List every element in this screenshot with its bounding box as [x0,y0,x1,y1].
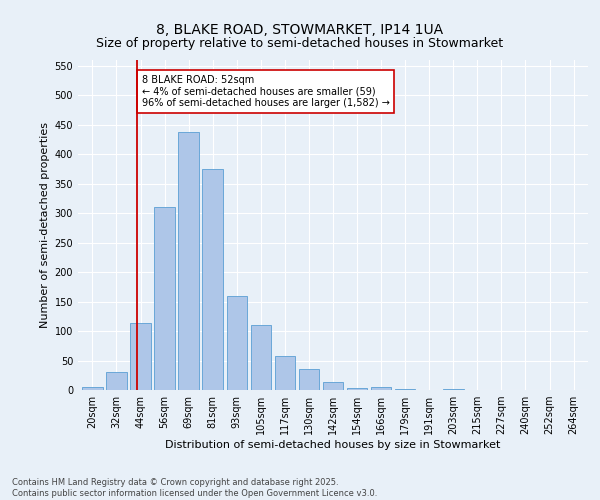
Bar [371,387,391,390]
Bar [82,387,103,390]
Bar [323,382,343,390]
Bar [106,372,127,390]
Bar [227,296,247,390]
Bar [299,370,319,390]
Bar [347,388,367,390]
Y-axis label: Number of semi-detached properties: Number of semi-detached properties [40,122,50,328]
Bar [202,169,223,390]
X-axis label: Distribution of semi-detached houses by size in Stowmarket: Distribution of semi-detached houses by … [166,440,500,450]
Bar [178,132,199,390]
Bar [154,208,175,390]
Text: 8 BLAKE ROAD: 52sqm
← 4% of semi-detached houses are smaller (59)
96% of semi-de: 8 BLAKE ROAD: 52sqm ← 4% of semi-detache… [142,74,389,108]
Bar [275,356,295,390]
Text: 8, BLAKE ROAD, STOWMARKET, IP14 1UA: 8, BLAKE ROAD, STOWMARKET, IP14 1UA [157,22,443,36]
Text: Contains HM Land Registry data © Crown copyright and database right 2025.
Contai: Contains HM Land Registry data © Crown c… [12,478,377,498]
Bar [251,325,271,390]
Bar [130,324,151,390]
Text: Size of property relative to semi-detached houses in Stowmarket: Size of property relative to semi-detach… [97,38,503,51]
